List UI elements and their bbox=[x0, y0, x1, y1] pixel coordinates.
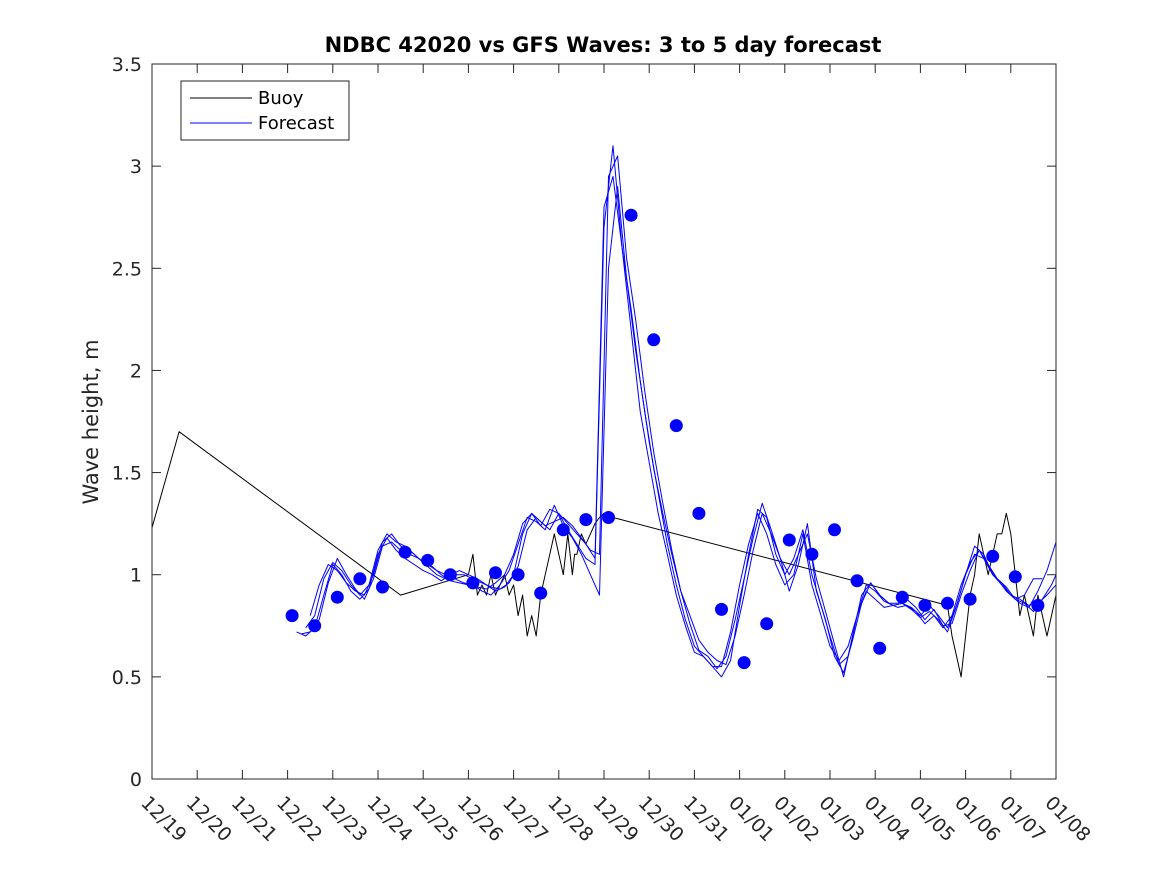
y-axis: 0 0.5 1 1.5 2 2.5 3 3.5 bbox=[112, 54, 1056, 791]
forecast-marker bbox=[443, 568, 457, 582]
legend-label-buoy: Buoy bbox=[258, 88, 304, 109]
forecast-marker bbox=[330, 590, 344, 604]
marker-layer bbox=[285, 208, 1045, 670]
forecast-marker bbox=[556, 523, 570, 537]
legend-box bbox=[180, 80, 350, 141]
forecast-marker bbox=[398, 545, 412, 559]
forecast-marker bbox=[353, 572, 367, 586]
forecast-marker bbox=[376, 580, 389, 594]
forecast-marker bbox=[873, 641, 887, 655]
forecast-marker bbox=[669, 419, 683, 433]
forecast-marker bbox=[828, 523, 841, 537]
forecast-marker bbox=[579, 513, 593, 527]
forecast-marker bbox=[489, 566, 502, 580]
forecast-marker bbox=[647, 333, 661, 347]
forecast-marker bbox=[511, 568, 525, 582]
forecast-marker bbox=[692, 506, 706, 520]
forecast-marker bbox=[850, 574, 864, 588]
forecast-marker bbox=[534, 586, 548, 600]
forecast-marker bbox=[421, 553, 435, 567]
y-tick-label: 3.5 bbox=[112, 54, 142, 76]
forecast-marker bbox=[308, 619, 322, 633]
y-axis-label: Wave height, m bbox=[79, 339, 103, 504]
forecast-marker bbox=[737, 656, 751, 670]
forecast-line-4 bbox=[309, 186, 1043, 678]
y-tick-label: 2.5 bbox=[112, 258, 142, 280]
forecast-marker bbox=[805, 547, 819, 561]
forecast-marker bbox=[466, 576, 480, 590]
forecast-marker bbox=[1031, 598, 1045, 612]
forecast-marker bbox=[782, 533, 796, 547]
forecast-marker bbox=[986, 549, 1000, 563]
forecast-marker bbox=[602, 511, 615, 524]
forecast-marker bbox=[624, 208, 638, 222]
forecast-marker bbox=[963, 592, 977, 606]
forecast-marker bbox=[1008, 570, 1022, 584]
forecast-marker bbox=[918, 598, 932, 612]
forecast-marker bbox=[895, 590, 909, 604]
y-tick-label: 3 bbox=[130, 156, 142, 178]
legend: Buoy Forecast bbox=[180, 80, 350, 141]
y-tick-label: 0 bbox=[130, 769, 142, 791]
y-tick-label: 2 bbox=[130, 360, 142, 382]
chart-title: NDBC 42020 vs GFS Waves: 3 to 5 day fore… bbox=[325, 33, 882, 57]
forecast-marker bbox=[941, 596, 954, 610]
forecast-marker bbox=[760, 617, 774, 631]
y-tick-label: 1 bbox=[130, 565, 142, 587]
y-tick-label: 1.5 bbox=[112, 463, 142, 485]
y-tick-label: 0.5 bbox=[112, 667, 142, 689]
forecast-marker bbox=[715, 602, 728, 616]
legend-label-forecast: Forecast bbox=[258, 113, 334, 134]
forecast-marker bbox=[285, 609, 299, 623]
